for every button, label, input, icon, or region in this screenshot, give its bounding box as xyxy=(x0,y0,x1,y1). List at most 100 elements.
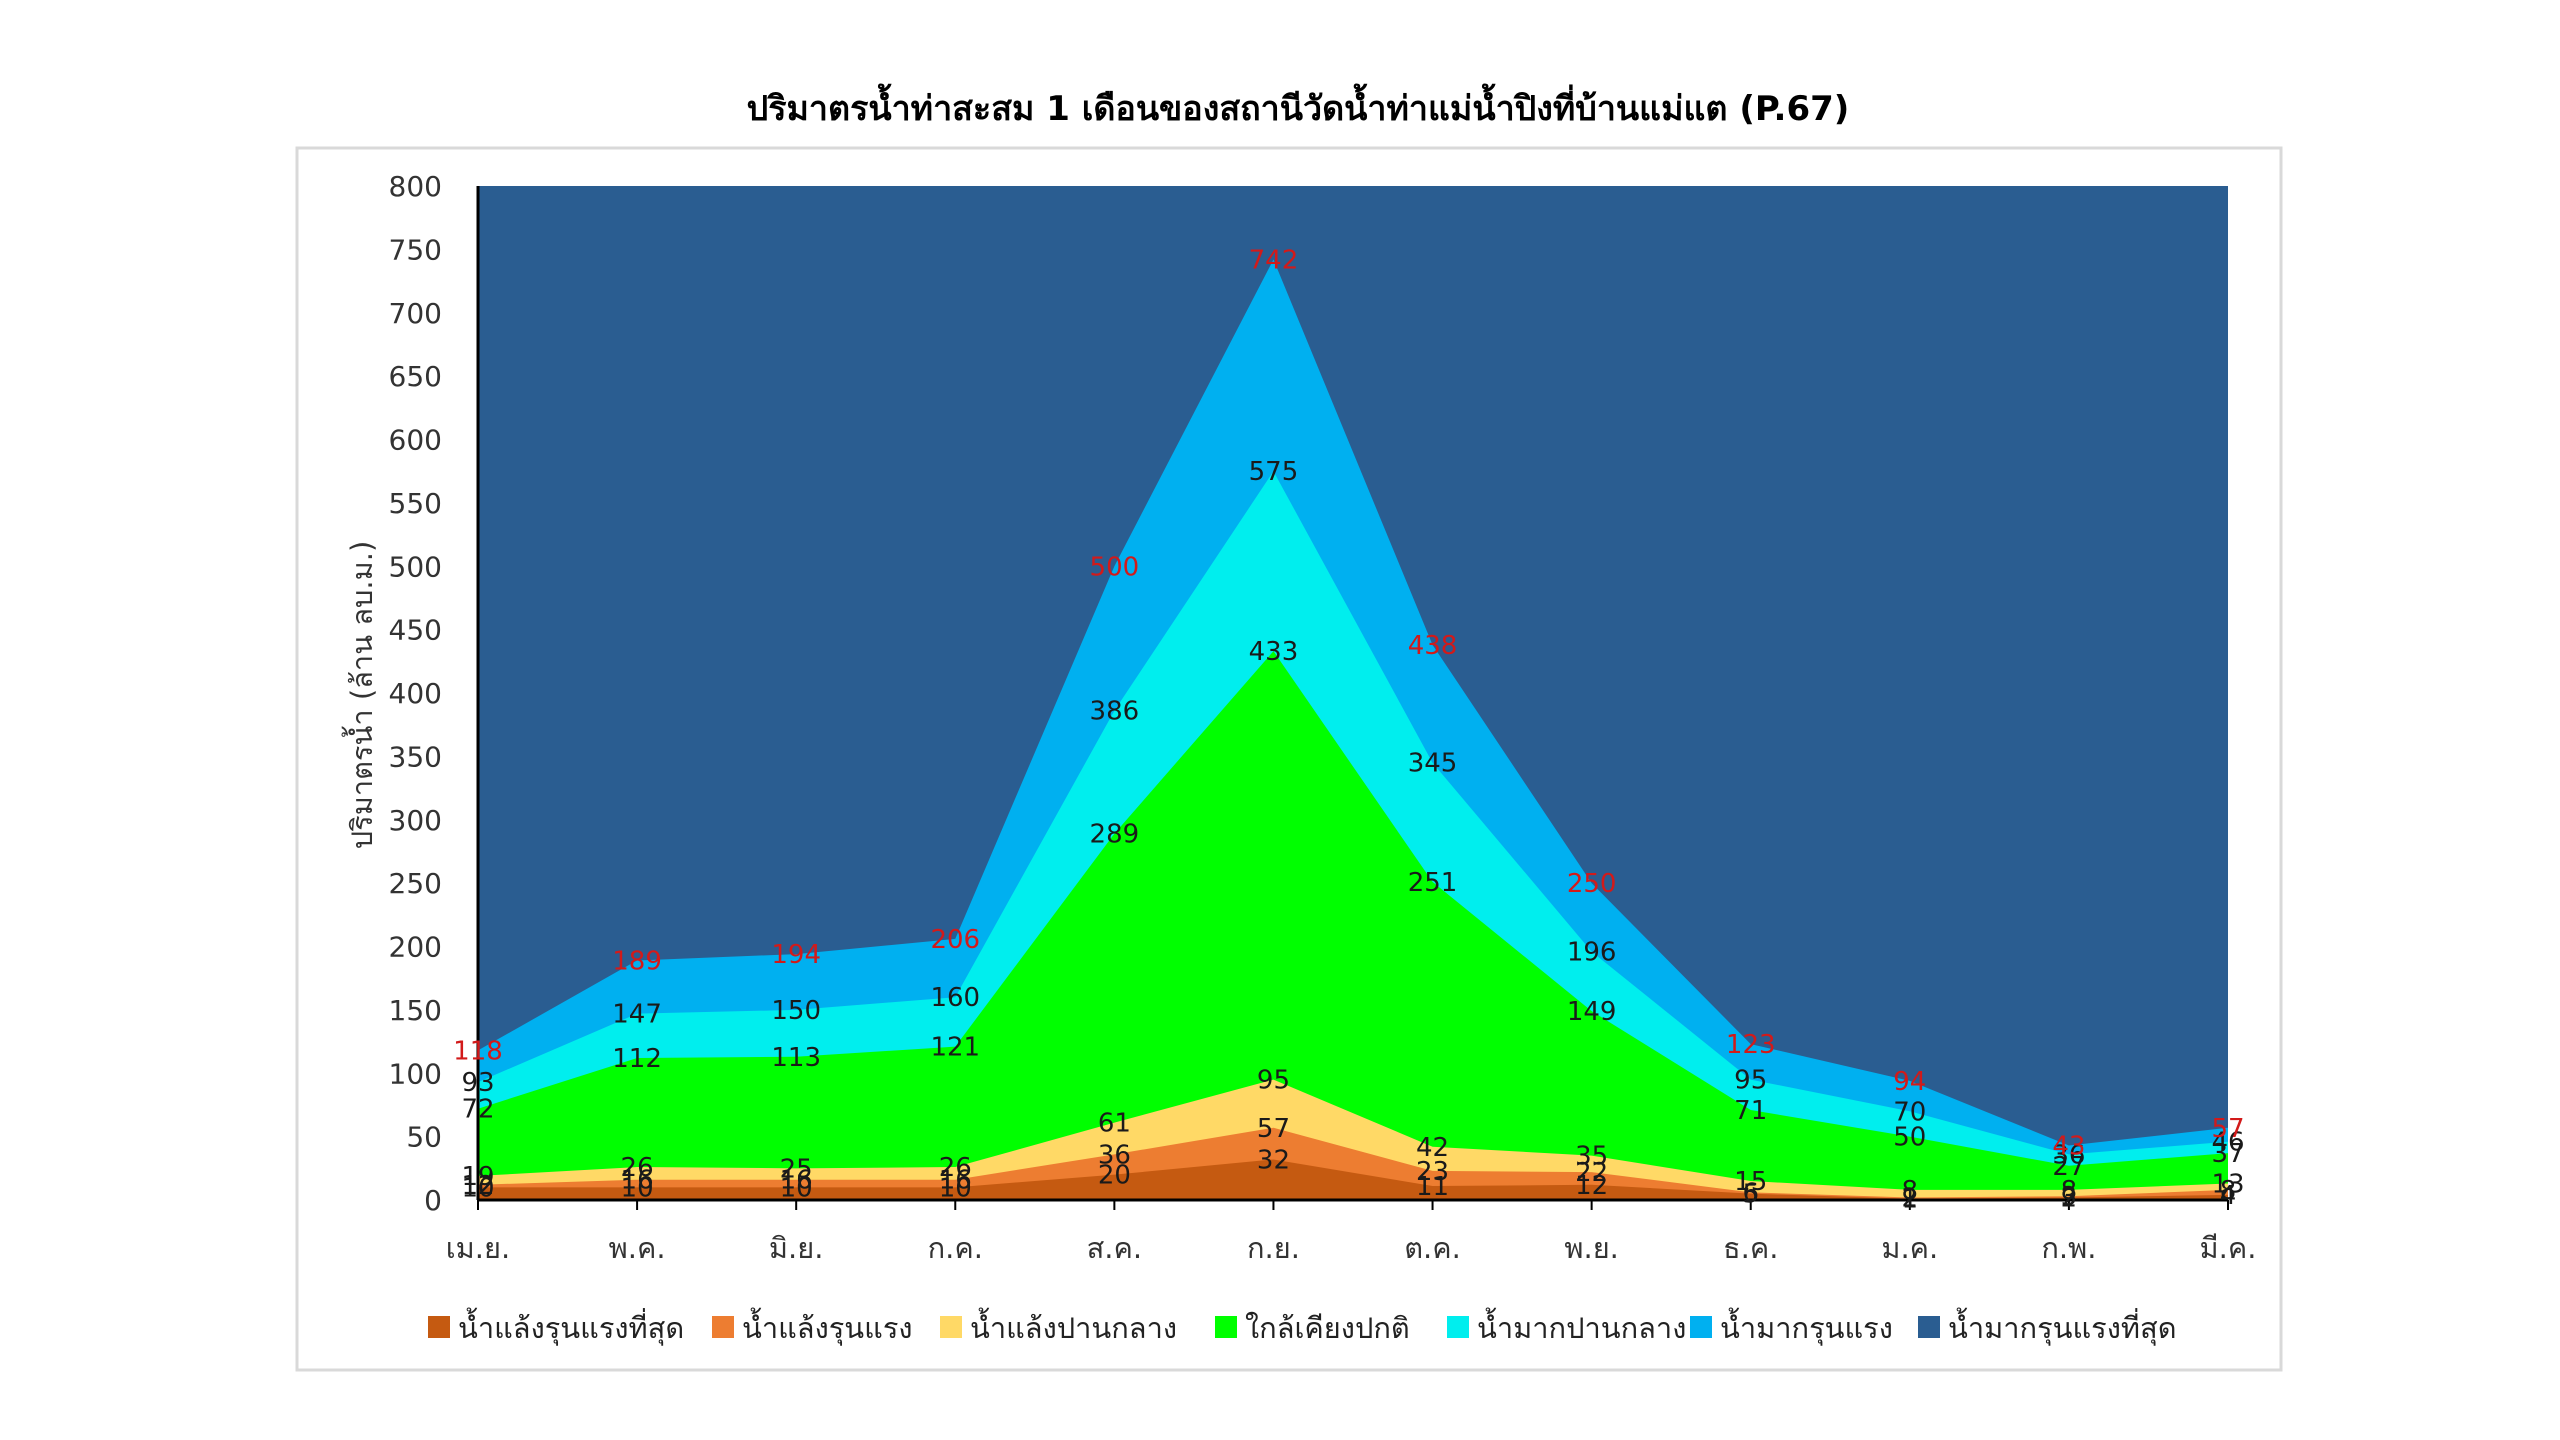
data-label: 94 xyxy=(1893,1067,1926,1097)
data-label: 433 xyxy=(1249,637,1299,667)
data-label: 57 xyxy=(2211,1114,2244,1144)
areas-group xyxy=(478,186,2228,1200)
area-series-2 xyxy=(478,1127,2228,1200)
legend-label: น้ำแล้งปานกลาง xyxy=(970,1307,1177,1345)
legend-swatch xyxy=(1690,1316,1712,1338)
data-label: 2 xyxy=(1902,1183,1919,1213)
data-label: 500 xyxy=(1090,552,1140,582)
legend: น้ำแล้งรุนแรงที่สุด น้ำแล้งรุนแรง น้ำแล้งป… xyxy=(428,1307,2177,1346)
data-label: 4 xyxy=(2220,1181,2237,1211)
data-label: 8 xyxy=(2061,1176,2078,1206)
x-category-label: ต.ค. xyxy=(1404,1231,1461,1265)
data-label: 27 xyxy=(2052,1152,2085,1182)
data-label: 36 xyxy=(2052,1140,2085,1170)
data-label: 10 xyxy=(780,1173,813,1203)
data-label: 26 xyxy=(621,1153,654,1183)
data-label: 438 xyxy=(1408,631,1458,661)
data-label: 3 xyxy=(2061,1182,2078,1212)
y-tick-label: 550 xyxy=(389,487,442,520)
data-label: 16 xyxy=(939,1166,972,1196)
x-category-label: ก.ย. xyxy=(1247,1231,1300,1265)
legend-swatch xyxy=(712,1316,734,1338)
x-category-label: ธ.ค. xyxy=(1723,1231,1779,1265)
data-label: 345 xyxy=(1408,749,1458,779)
data-label: 16 xyxy=(621,1166,654,1196)
data-label: 95 xyxy=(1734,1066,1767,1096)
y-tick-label: 600 xyxy=(389,424,442,457)
y-tick-label: 0 xyxy=(424,1184,442,1217)
data-label: 8 xyxy=(2220,1176,2237,1206)
data-label: 19 xyxy=(461,1162,494,1192)
data-label: 2 xyxy=(2061,1183,2078,1213)
y-tick-label: 500 xyxy=(389,550,442,583)
data-label: 70 xyxy=(1893,1097,1926,1127)
data-label: 113 xyxy=(771,1043,821,1073)
data-label: 147 xyxy=(612,1000,662,1030)
data-label: 121 xyxy=(930,1033,980,1063)
area-series-1 xyxy=(478,1159,2228,1200)
x-category-label: มิ.ย. xyxy=(769,1231,824,1265)
data-label: 206 xyxy=(930,925,980,955)
data-label: 250 xyxy=(1567,869,1617,899)
y-tick-label: 100 xyxy=(389,1057,442,1090)
data-label: 32 xyxy=(1257,1145,1290,1175)
data-label: 289 xyxy=(1090,820,1140,850)
data-label: 43 xyxy=(2052,1131,2085,1161)
data-label: 46 xyxy=(2211,1128,2244,1158)
x-category-label: มี.ค. xyxy=(2200,1231,2257,1265)
data-label: 160 xyxy=(930,983,980,1013)
data-label: 93 xyxy=(461,1068,494,1098)
data-label: 25 xyxy=(780,1154,813,1184)
data-label: 196 xyxy=(1567,938,1617,968)
x-category-label: ม.ค. xyxy=(1881,1231,1938,1265)
data-label: 10 xyxy=(939,1173,972,1203)
data-label: 13 xyxy=(2211,1170,2244,1200)
legend-label: น้ำมากรุนแรงที่สุด xyxy=(1948,1307,2177,1346)
x-category-label: พ.ค. xyxy=(609,1231,666,1265)
data-label: 742 xyxy=(1249,246,1299,276)
y-tick-label: 750 xyxy=(389,233,442,266)
data-label: 112 xyxy=(612,1044,662,1074)
data-label: 36 xyxy=(1098,1140,1131,1170)
x-category-label: ก.พ. xyxy=(2041,1231,2096,1265)
data-label: 5 xyxy=(1742,1180,1759,1210)
data-label: 194 xyxy=(771,940,821,970)
data-label: 11 xyxy=(1416,1172,1449,1202)
area-series-4 xyxy=(478,651,2228,1200)
data-label: 57 xyxy=(1257,1114,1290,1144)
data-label: 71 xyxy=(1734,1096,1767,1126)
y-tick-label: 450 xyxy=(389,614,442,647)
legend-swatch xyxy=(1918,1316,1940,1338)
data-label: 35 xyxy=(1575,1142,1608,1172)
legend-label: น้ำมากปานกลาง xyxy=(1477,1307,1686,1345)
y-tick-label: 250 xyxy=(389,867,442,900)
data-label: 189 xyxy=(612,946,662,976)
data-label: 1 xyxy=(1902,1185,1919,1215)
axes-group: 0501001502002503003504004505005506006507… xyxy=(389,170,2257,1265)
y-tick-label: 300 xyxy=(389,804,442,837)
chart-frame xyxy=(295,146,2283,1372)
legend-swatch xyxy=(940,1316,962,1338)
data-label: 42 xyxy=(1416,1133,1449,1163)
x-category-label: พ.ย. xyxy=(1564,1231,1619,1265)
data-label: 26 xyxy=(939,1153,972,1183)
y-tick-label: 650 xyxy=(389,360,442,393)
data-label: 23 xyxy=(1416,1157,1449,1187)
data-label: 123 xyxy=(1726,1030,1776,1060)
y-tick-label: 800 xyxy=(389,170,442,203)
data-label: 72 xyxy=(461,1095,494,1125)
y-tick-label: 350 xyxy=(389,740,442,773)
data-label: 251 xyxy=(1408,868,1458,898)
data-label: 16 xyxy=(780,1166,813,1196)
legend-label: น้ำแล้งรุนแรง xyxy=(742,1307,913,1346)
data-label: 10 xyxy=(621,1173,654,1203)
data-label: 8 xyxy=(1902,1176,1919,1206)
legend-label: น้ำมากรุนแรง xyxy=(1720,1307,1893,1346)
data-label: 50 xyxy=(1893,1123,1926,1153)
y-tick-label: 150 xyxy=(389,994,442,1027)
y-tick-label: 50 xyxy=(406,1121,442,1154)
data-label: 12 xyxy=(1575,1171,1608,1201)
legend-swatch xyxy=(428,1316,450,1338)
